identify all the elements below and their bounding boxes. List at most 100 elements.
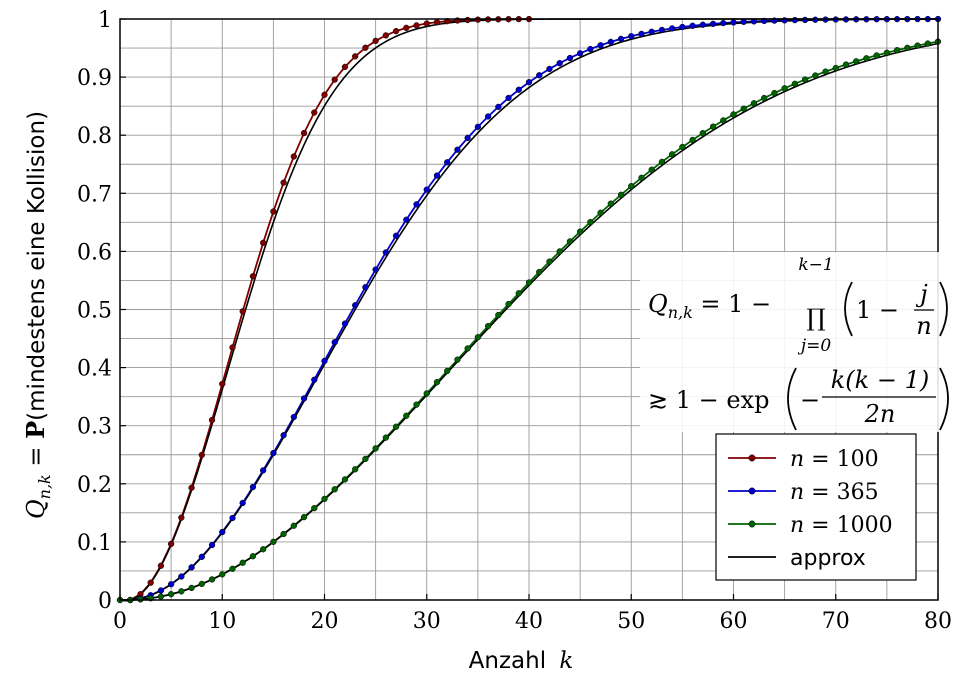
formula-q: Q [648, 290, 668, 318]
data-point-n-100 [352, 53, 359, 60]
data-point-n-100 [392, 27, 400, 35]
y-axis-label-p: P [21, 421, 50, 439]
data-point-n-1000 [178, 588, 185, 595]
data-point-n-365 [546, 65, 553, 73]
data-point-n-365 [260, 467, 267, 474]
data-point-n-365 [648, 28, 655, 35]
data-point-n-100 [260, 239, 267, 246]
y-tick-label: 0.5 [77, 299, 112, 324]
formula-minus: − [800, 386, 820, 414]
data-point-n-1000 [290, 522, 297, 529]
x-tick-label: 50 [617, 609, 645, 634]
data-point-n-1000 [525, 279, 533, 286]
data-point-n-365 [433, 172, 441, 179]
data-point-n-365 [341, 320, 349, 327]
data-point-n-365 [167, 581, 175, 588]
data-point-n-1000 [505, 300, 512, 308]
data-point-n-365 [188, 564, 195, 571]
y-tick-label: 0.3 [77, 415, 112, 440]
data-point-n-365 [566, 54, 574, 62]
data-point-n-100 [178, 514, 185, 521]
y-tick-label: 0 [98, 589, 112, 614]
data-point-n-365 [331, 339, 338, 346]
data-point-n-365 [249, 483, 257, 491]
data-point-n-100 [280, 179, 287, 186]
formula-background [640, 252, 940, 432]
data-point-n-365 [495, 103, 502, 111]
data-point-n-365 [392, 232, 400, 239]
data-point-n-1000 [873, 52, 880, 59]
data-point-n-1000 [556, 248, 563, 255]
data-point-n-100 [362, 44, 369, 51]
formula-prod-symbol: ∏ [806, 304, 825, 332]
data-point-n-1000 [157, 593, 165, 600]
data-point-n-1000 [669, 151, 676, 158]
data-point-n-1000 [832, 64, 839, 72]
data-point-n-365 [290, 413, 297, 421]
data-point-n-1000 [321, 495, 328, 503]
data-point-n-1000 [628, 183, 635, 190]
data-point-n-365 [720, 19, 727, 27]
curves [116, 15, 942, 604]
approx-line-n-365 [119, 18, 939, 601]
data-point-n-1000 [730, 111, 737, 118]
data-point-n-365 [699, 21, 706, 28]
y-axis-label-q: Q [22, 499, 50, 519]
legend-label: n = 365 [790, 480, 879, 505]
x-tick-label: 60 [720, 609, 748, 634]
x-tick-label: 20 [311, 609, 339, 634]
data-point-n-1000 [566, 238, 574, 245]
data-point-n-1000 [474, 334, 482, 341]
data-point-n-1000 [597, 209, 604, 216]
data-point-n-365 [413, 201, 420, 208]
data-point-n-365 [280, 432, 287, 439]
data-point-n-365 [525, 79, 533, 86]
data-point-n-1000 [167, 591, 175, 598]
data-point-n-1000 [311, 505, 318, 512]
data-point-n-365 [484, 113, 492, 120]
data-point-n-1000 [495, 311, 502, 319]
data-point-n-1000 [679, 143, 686, 151]
data-point-n-365 [157, 587, 165, 594]
y-axis-ticks: 0 0.1 0.2 0.3 0.4 0.5 0.6 0.7 0.8 0.9 1 [77, 8, 126, 614]
y-axis-label-eq: = [22, 439, 50, 474]
data-point-n-1000 [423, 390, 430, 397]
x-axis-label: Anzahl k [469, 648, 574, 674]
formula-paren-right [939, 281, 948, 337]
data-point-n-1000 [709, 123, 717, 130]
data-point-n-365 [617, 35, 625, 43]
formula-exp: 1 − exp [668, 386, 769, 414]
data-point-n-1000 [822, 68, 829, 75]
data-point-n-100 [321, 91, 328, 98]
legend: n = 100 n = 365 n = 1000 approx [715, 433, 917, 581]
data-point-n-1000 [648, 166, 655, 173]
data-point-n-1000 [300, 513, 308, 521]
data-point-n-1000 [924, 40, 931, 47]
formula-paren-left [844, 281, 853, 337]
x-axis-label-var: k [559, 648, 573, 674]
y-tick-label: 0.2 [77, 473, 112, 498]
data-point-n-100 [382, 32, 390, 39]
data-point-n-1000 [904, 44, 911, 51]
legend-label: n = 1000 [790, 513, 893, 538]
data-point-n-365 [311, 376, 318, 383]
formula-prod-lower: j=0 [797, 336, 832, 356]
data-point-n-365 [740, 18, 747, 26]
data-point-n-1000 [454, 356, 461, 363]
data-point-n-100 [403, 24, 410, 32]
data-point-n-1000 [362, 455, 369, 463]
formula-approx: ≳ [648, 386, 668, 414]
data-point-n-1000 [699, 130, 706, 137]
formula-frac-den: n [916, 312, 931, 340]
y-axis-label-sub: n,k [35, 474, 54, 499]
y-axis-label-rest: (mindestens eine Kollision) [24, 111, 50, 421]
data-point-n-1000 [219, 571, 226, 578]
data-point-n-365 [597, 42, 604, 49]
data-point-n-100 [147, 579, 154, 586]
formula-exp-frac-den: 2n [864, 400, 896, 428]
data-point-n-1000 [208, 576, 216, 583]
data-point-n-1000 [239, 559, 246, 566]
data-point-n-100 [290, 153, 297, 160]
y-axis-label: Qn,k = P(mindestens eine Kollision) [21, 111, 54, 519]
data-point-n-1000 [536, 268, 543, 276]
